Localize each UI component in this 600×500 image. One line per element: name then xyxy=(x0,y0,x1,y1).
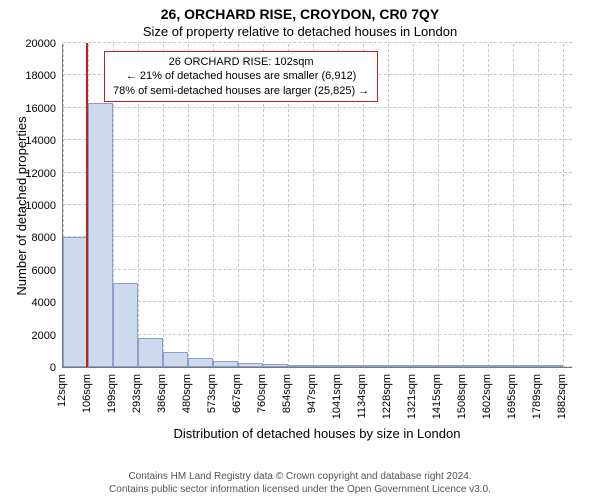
grid-line-h xyxy=(63,139,572,140)
y-tick-label: 18000 xyxy=(0,70,56,82)
grid-line-h xyxy=(63,334,572,335)
y-tick-label: 4000 xyxy=(0,297,56,309)
grid-line-v xyxy=(563,44,564,367)
histogram-bar xyxy=(138,338,163,367)
annotation-line: 78% of semi-detached houses are larger (… xyxy=(113,84,369,98)
histogram-bar xyxy=(388,365,413,367)
x-tick-label: 293sqm xyxy=(131,374,143,413)
grid-line-v xyxy=(538,44,539,367)
histogram-bar xyxy=(288,365,313,367)
histogram-bar xyxy=(63,237,88,367)
histogram-bar xyxy=(213,361,238,367)
histogram-bar xyxy=(438,365,463,367)
grid-line-v xyxy=(438,44,439,367)
page-title: 26, ORCHARD RISE, CROYDON, CR0 7QY xyxy=(0,0,600,22)
annotation-line: ← 21% of detached houses are smaller (6,… xyxy=(113,69,369,83)
x-tick-label: 1041sqm xyxy=(331,374,343,419)
y-tick-label: 2000 xyxy=(0,330,56,342)
y-tick-label: 20000 xyxy=(0,38,56,50)
histogram-bar xyxy=(88,103,113,367)
grid-line-h xyxy=(63,236,572,237)
page-subtitle: Size of property relative to detached ho… xyxy=(0,22,600,39)
grid-line-v xyxy=(513,44,514,367)
grid-line-h xyxy=(63,172,572,173)
x-tick-label: 1695sqm xyxy=(506,374,518,419)
histogram-bar xyxy=(238,363,263,367)
x-tick-label: 1882sqm xyxy=(556,374,568,419)
grid-line-h xyxy=(63,107,572,108)
grid-line-h xyxy=(63,269,572,270)
histogram-bar xyxy=(163,352,188,367)
footer: Contains HM Land Registry data © Crown c… xyxy=(0,470,600,496)
x-tick-label: 199sqm xyxy=(106,374,118,413)
histogram-bar xyxy=(113,283,138,367)
x-tick-label: 667sqm xyxy=(231,374,243,413)
x-tick-label: 573sqm xyxy=(206,374,218,413)
grid-line-h xyxy=(63,42,572,43)
annotation-box: 26 ORCHARD RISE: 102sqm ← 21% of detache… xyxy=(104,51,378,102)
highlight-line xyxy=(86,43,88,367)
x-tick-label: 1789sqm xyxy=(531,374,543,419)
footer-line: Contains public sector information licen… xyxy=(0,483,600,496)
x-tick-label: 480sqm xyxy=(181,374,193,413)
x-tick-label: 1228sqm xyxy=(381,374,393,419)
x-tick-label: 1508sqm xyxy=(456,374,468,419)
footer-line: Contains HM Land Registry data © Crown c… xyxy=(0,470,600,483)
y-tick-label: 0 xyxy=(0,362,56,374)
annotation-line: 26 ORCHARD RISE: 102sqm xyxy=(113,55,369,69)
histogram-bar xyxy=(538,365,563,367)
histogram-bar xyxy=(313,365,338,367)
x-tick-label: 947sqm xyxy=(306,374,318,413)
grid-line-h xyxy=(63,301,572,302)
histogram-bar xyxy=(363,365,388,367)
grid-line-v xyxy=(413,44,414,367)
x-tick-label: 1415sqm xyxy=(431,374,443,419)
x-tick-label: 854sqm xyxy=(281,374,293,413)
x-tick-label: 386sqm xyxy=(156,374,168,413)
y-tick-label: 16000 xyxy=(0,103,56,115)
grid-line-v xyxy=(388,44,389,367)
grid-line-v xyxy=(463,44,464,367)
x-tick-label: 106sqm xyxy=(81,374,93,413)
y-axis-title: Number of detached properties xyxy=(14,116,29,295)
x-tick-label: 1321sqm xyxy=(406,374,418,419)
grid-line-h xyxy=(63,204,572,205)
x-tick-label: 12sqm xyxy=(56,374,68,407)
x-tick-label: 760sqm xyxy=(256,374,268,413)
histogram-bar xyxy=(463,365,488,367)
x-tick-label: 1134sqm xyxy=(356,374,368,418)
grid-line-v xyxy=(488,44,489,367)
x-axis-title: Distribution of detached houses by size … xyxy=(62,426,572,441)
histogram-bar xyxy=(188,358,213,367)
x-tick-label: 1602sqm xyxy=(481,374,493,419)
histogram-bar xyxy=(263,364,288,367)
histogram-bar xyxy=(413,365,438,367)
histogram-bar xyxy=(488,365,513,367)
histogram-bar xyxy=(513,365,538,367)
histogram-bar xyxy=(338,365,363,367)
